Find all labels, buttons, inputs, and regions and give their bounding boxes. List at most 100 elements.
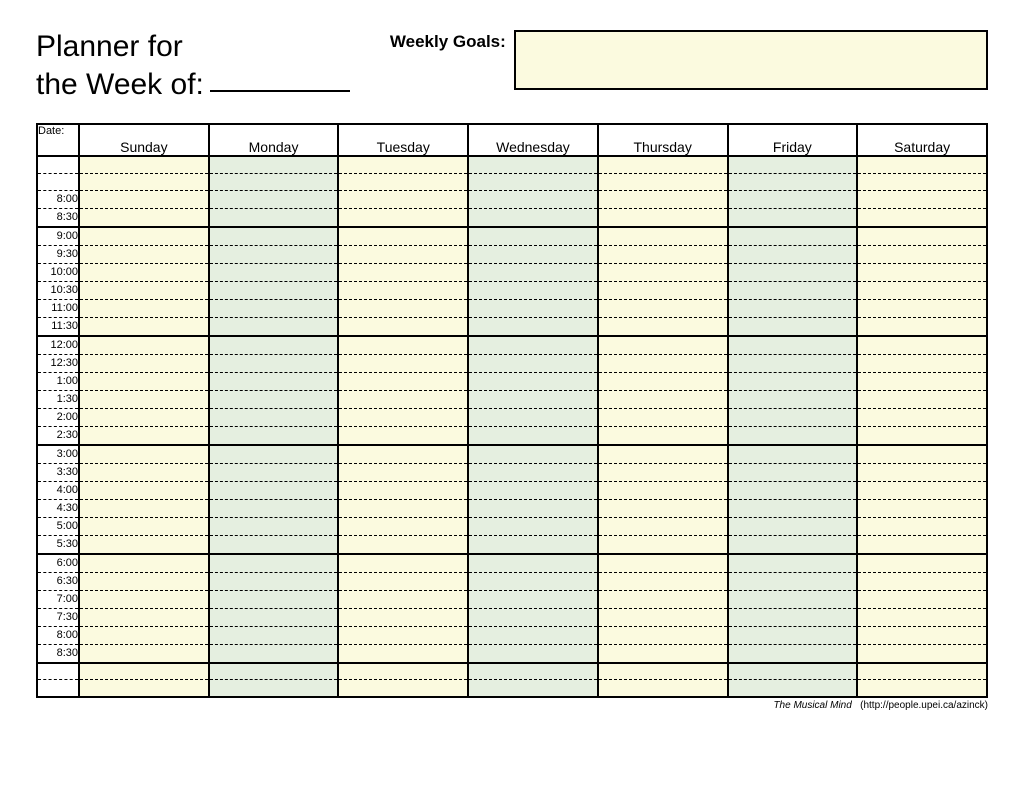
planner-cell[interactable] <box>857 608 987 626</box>
planner-cell[interactable] <box>598 663 728 680</box>
planner-cell[interactable] <box>79 190 209 208</box>
planner-cell[interactable] <box>468 463 598 481</box>
planner-cell[interactable] <box>598 445 728 464</box>
planner-cell[interactable] <box>728 390 858 408</box>
planner-cell[interactable] <box>728 663 858 680</box>
planner-cell[interactable] <box>468 426 598 445</box>
planner-cell[interactable] <box>728 590 858 608</box>
planner-cell[interactable] <box>857 663 987 680</box>
planner-cell[interactable] <box>728 245 858 263</box>
planner-cell[interactable] <box>79 336 209 355</box>
planner-cell[interactable] <box>79 535 209 554</box>
planner-cell[interactable] <box>338 299 468 317</box>
planner-cell[interactable] <box>857 354 987 372</box>
planner-cell[interactable] <box>209 608 339 626</box>
planner-cell[interactable] <box>728 572 858 590</box>
planner-cell[interactable] <box>728 499 858 517</box>
planner-cell[interactable] <box>728 281 858 299</box>
planner-cell[interactable] <box>209 245 339 263</box>
planner-cell[interactable] <box>338 535 468 554</box>
planner-cell[interactable] <box>857 644 987 663</box>
planner-cell[interactable] <box>209 336 339 355</box>
planner-cell[interactable] <box>857 190 987 208</box>
planner-cell[interactable] <box>338 156 468 173</box>
planner-cell[interactable] <box>338 644 468 663</box>
planner-cell[interactable] <box>728 354 858 372</box>
planner-cell[interactable] <box>468 499 598 517</box>
planner-cell[interactable] <box>209 626 339 644</box>
planner-cell[interactable] <box>209 208 339 227</box>
planner-cell[interactable] <box>79 554 209 573</box>
planner-cell[interactable] <box>468 354 598 372</box>
weekly-goals-box[interactable] <box>514 30 988 90</box>
planner-cell[interactable] <box>728 408 858 426</box>
planner-cell[interactable] <box>209 535 339 554</box>
planner-cell[interactable] <box>598 156 728 173</box>
planner-cell[interactable] <box>338 354 468 372</box>
planner-cell[interactable] <box>338 317 468 336</box>
planner-cell[interactable] <box>468 626 598 644</box>
planner-cell[interactable] <box>338 463 468 481</box>
planner-cell[interactable] <box>338 281 468 299</box>
planner-cell[interactable] <box>468 372 598 390</box>
planner-cell[interactable] <box>468 572 598 590</box>
planner-cell[interactable] <box>79 481 209 499</box>
planner-cell[interactable] <box>598 426 728 445</box>
planner-cell[interactable] <box>338 173 468 190</box>
planner-cell[interactable] <box>857 535 987 554</box>
planner-cell[interactable] <box>857 626 987 644</box>
planner-cell[interactable] <box>209 463 339 481</box>
planner-cell[interactable] <box>79 517 209 535</box>
planner-cell[interactable] <box>209 263 339 281</box>
planner-cell[interactable] <box>598 572 728 590</box>
planner-cell[interactable] <box>209 663 339 680</box>
planner-cell[interactable] <box>209 299 339 317</box>
planner-cell[interactable] <box>468 481 598 499</box>
planner-cell[interactable] <box>598 644 728 663</box>
planner-cell[interactable] <box>79 299 209 317</box>
planner-cell[interactable] <box>598 227 728 246</box>
planner-cell[interactable] <box>338 245 468 263</box>
planner-cell[interactable] <box>468 156 598 173</box>
planner-cell[interactable] <box>338 208 468 227</box>
planner-cell[interactable] <box>857 173 987 190</box>
planner-cell[interactable] <box>598 299 728 317</box>
planner-cell[interactable] <box>338 372 468 390</box>
planner-cell[interactable] <box>338 426 468 445</box>
planner-cell[interactable] <box>468 680 598 697</box>
planner-cell[interactable] <box>598 481 728 499</box>
planner-cell[interactable] <box>857 299 987 317</box>
planner-cell[interactable] <box>468 445 598 464</box>
planner-cell[interactable] <box>857 263 987 281</box>
planner-cell[interactable] <box>598 190 728 208</box>
planner-cell[interactable] <box>468 317 598 336</box>
planner-cell[interactable] <box>79 644 209 663</box>
planner-cell[interactable] <box>857 372 987 390</box>
planner-cell[interactable] <box>468 663 598 680</box>
planner-cell[interactable] <box>857 499 987 517</box>
planner-cell[interactable] <box>598 499 728 517</box>
planner-cell[interactable] <box>598 354 728 372</box>
planner-cell[interactable] <box>598 680 728 697</box>
planner-cell[interactable] <box>468 408 598 426</box>
planner-cell[interactable] <box>598 608 728 626</box>
planner-cell[interactable] <box>209 227 339 246</box>
planner-cell[interactable] <box>598 463 728 481</box>
planner-cell[interactable] <box>79 626 209 644</box>
planner-cell[interactable] <box>857 245 987 263</box>
planner-cell[interactable] <box>728 608 858 626</box>
planner-cell[interactable] <box>79 208 209 227</box>
week-of-blank[interactable] <box>210 90 350 92</box>
planner-cell[interactable] <box>728 208 858 227</box>
planner-cell[interactable] <box>598 517 728 535</box>
planner-cell[interactable] <box>598 208 728 227</box>
planner-cell[interactable] <box>338 227 468 246</box>
planner-cell[interactable] <box>338 481 468 499</box>
planner-cell[interactable] <box>728 626 858 644</box>
planner-cell[interactable] <box>857 408 987 426</box>
planner-cell[interactable] <box>79 372 209 390</box>
planner-cell[interactable] <box>598 336 728 355</box>
planner-cell[interactable] <box>79 263 209 281</box>
planner-cell[interactable] <box>338 390 468 408</box>
planner-cell[interactable] <box>79 608 209 626</box>
